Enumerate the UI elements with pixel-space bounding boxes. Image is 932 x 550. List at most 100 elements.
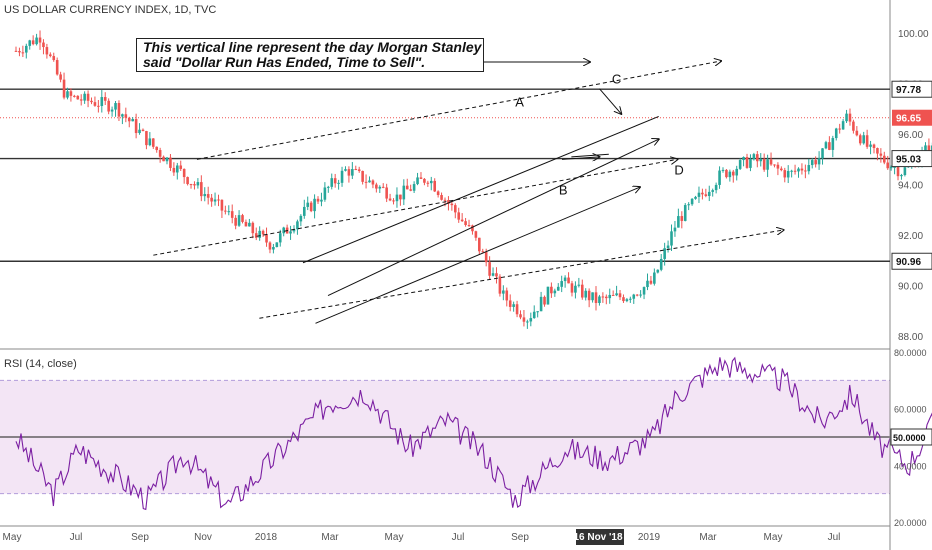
candle-body [570,283,574,293]
candle-body [426,182,430,184]
candle-body [467,225,471,227]
candle [618,289,622,301]
candle [690,198,694,206]
candle-body [69,91,73,96]
candle [155,146,159,153]
candle-body [666,245,670,249]
candle-body [800,168,804,171]
candle-body [508,300,512,307]
candle [882,151,886,165]
candle-body [464,221,467,226]
pivot-label-D: D [674,162,683,177]
candle-body [302,206,306,216]
candle [320,192,323,207]
candle [687,202,690,211]
time-tick-label: 2018 [255,532,278,543]
candle-body [697,192,701,197]
candle [474,230,478,241]
candle [340,166,344,187]
candle [107,98,110,115]
candle [399,194,402,206]
candle [858,133,862,146]
candle-body [296,221,299,230]
candle-body [21,52,25,54]
candle [611,290,615,296]
candle [756,151,759,168]
candle [879,148,883,163]
candle-body [714,184,718,191]
candle [738,158,742,171]
candle [237,210,241,227]
candle [21,45,25,58]
candles [14,30,932,329]
candle-body [478,237,481,252]
candle [272,243,275,254]
candle-body [711,190,714,192]
candle-body [865,135,869,147]
time-tick-label: Jul [828,532,841,543]
candle-body [821,148,824,159]
candle [251,221,255,239]
price-tick-label: 92.00 [898,231,923,242]
price-level-badge-bg [891,252,932,270]
candle [385,183,388,203]
candle [241,213,244,224]
candle [848,108,852,126]
candle [742,156,745,167]
candle-body [488,262,491,276]
candle [412,181,416,193]
candle-body [721,169,725,171]
candle [649,275,653,285]
price-tick-label: 96.00 [898,130,923,141]
candle [580,279,584,300]
time-tick-label: 2019 [638,532,661,543]
candle-body [213,199,217,202]
candle-body [73,95,76,97]
candle [536,311,539,318]
candle [213,192,217,206]
arrow-d [561,157,599,160]
candle [203,187,207,202]
price-level-badge: 96.65 [892,109,932,126]
candle [268,241,272,254]
candle-body [481,251,485,253]
candle-body [131,119,134,122]
candle-body [512,304,515,307]
candle [110,106,114,117]
price-level-badge-label: 95.03 [896,155,921,166]
time-tick-label: Mar [699,532,717,543]
price-level-badge-bg [891,150,932,168]
candle-body [42,42,45,48]
candle [450,201,454,211]
candle [457,207,461,223]
candle [275,242,279,248]
candle-body [402,185,406,200]
candle-body [471,225,474,232]
candle-body [560,281,563,287]
candle-body [193,184,196,186]
candle [90,97,93,105]
candle [282,226,285,237]
candle-body [810,160,814,166]
candle [491,267,495,277]
candle [244,219,248,227]
candle [378,185,382,193]
candle [368,176,371,183]
candle-body [831,138,835,150]
candle [495,267,498,284]
candle-body [436,191,440,196]
candle [145,130,148,150]
candle-body [670,231,673,246]
rsi-line [15,356,932,511]
candle-body [388,198,392,201]
candle [28,39,32,50]
candle-body [450,203,454,206]
candle [52,52,56,62]
candle [505,287,509,307]
candle [721,167,725,173]
candle [749,154,752,172]
candle-body [556,286,560,291]
candle-body [340,170,344,183]
candle [261,229,265,237]
